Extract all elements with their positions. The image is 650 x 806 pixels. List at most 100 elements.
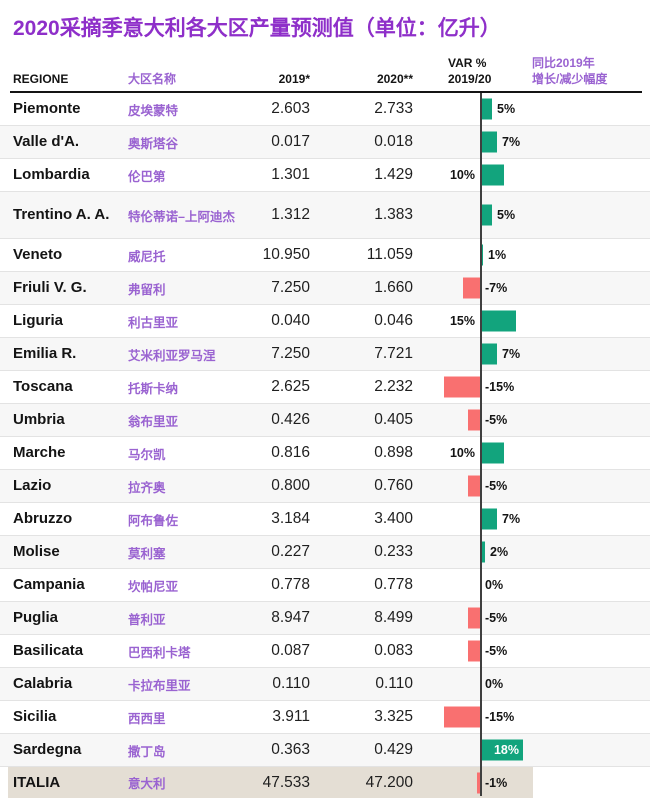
region-name-chinese: 艾米利亚罗马涅 <box>128 348 216 363</box>
region-name: Basilicata <box>13 642 84 660</box>
region-name-chinese: 奥斯塔谷 <box>128 136 179 151</box>
variation-bar-cell: 7% <box>413 338 650 370</box>
table-row: Emilia R. 艾米利亚罗马涅 7.250 7.721 7% <box>0 338 650 372</box>
variation-percent-label: -5% <box>485 479 508 494</box>
variation-percent-label: 5% <box>497 102 516 117</box>
value-2020: 1.429 <box>374 166 413 184</box>
table-row: Lazio 拉齐奥 0.800 0.760 -5% <box>0 470 650 504</box>
table-row: Abruzzo 阿布鲁佐 3.184 3.400 7% <box>0 503 650 537</box>
value-2019: 47.533 <box>262 773 310 791</box>
forecast-table-page: 2020采摘季意大利各大区产量预测值（单位：亿升） REGIONE 大区名称 2… <box>0 16 650 806</box>
table-row: Basilicata 巴西利卡塔 0.087 0.083 -5% <box>0 635 650 669</box>
variation-bar <box>480 204 492 226</box>
region-name: Emilia R. <box>13 345 77 363</box>
variation-bar-cell: 10% <box>413 159 650 191</box>
region-name: Umbria <box>13 411 65 429</box>
region-name: Calabria <box>13 675 73 693</box>
value-2019: 0.778 <box>271 576 310 594</box>
variation-bar-cell: 5% <box>413 93 650 125</box>
region-name: Liguria <box>13 312 64 330</box>
value-2019: 0.087 <box>271 642 310 660</box>
variation-bar-cell: -5% <box>413 470 650 502</box>
variation-bar <box>480 98 492 120</box>
col-header-var-pct: VAR % 2019/20 <box>448 56 491 87</box>
variation-bar <box>444 376 480 398</box>
table-row: Calabria 卡拉布里亚 0.110 0.110 0% <box>0 668 650 702</box>
page-title: 2020采摘季意大利各大区产量预测值（单位：亿升） <box>13 17 501 40</box>
value-2019: 7.250 <box>271 279 310 297</box>
region-name-chinese: 莫利塞 <box>128 546 166 561</box>
table-row: Sardegna 撒丁岛 0.363 0.429 18% <box>0 734 650 768</box>
variation-bar <box>477 772 480 794</box>
value-2019: 0.227 <box>271 543 310 561</box>
value-2020: 0.083 <box>374 642 413 660</box>
variation-bar <box>468 409 480 431</box>
value-2019: 0.426 <box>271 411 310 429</box>
table-rows: Piemonte 皮埃蒙特 2.603 2.733 5% Valle d'A. … <box>0 93 650 799</box>
variation-percent-label: -5% <box>485 611 508 626</box>
table-row: Marche 马尔凯 0.816 0.898 10% <box>0 437 650 471</box>
region-name: Lazio <box>13 477 52 495</box>
variation-bar <box>463 277 480 299</box>
region-name-chinese: 皮埃蒙特 <box>128 103 179 118</box>
bar-header-line2: 增长/减少幅度 <box>532 71 608 86</box>
variation-percent-label: 0% <box>485 578 504 593</box>
variation-bar <box>480 310 516 332</box>
value-2019: 0.040 <box>271 312 310 330</box>
table-row: Piemonte 皮埃蒙特 2.603 2.733 5% <box>0 93 650 127</box>
variation-bar-cell: 7% <box>413 503 650 535</box>
value-2019: 3.184 <box>271 510 310 528</box>
region-name-chinese: 威尼托 <box>128 249 166 264</box>
region-name: Lombardia <box>13 166 90 184</box>
region-name-chinese: 坎帕尼亚 <box>128 579 179 594</box>
value-2020: 0.898 <box>374 444 413 462</box>
variation-bar-cell: 2% <box>413 536 650 568</box>
value-2019: 0.017 <box>271 133 310 151</box>
variation-percent-label: -5% <box>485 644 508 659</box>
variation-bar <box>480 442 504 464</box>
var-header-line2: 2019/20 <box>448 71 492 86</box>
variation-bar-cell: -7% <box>413 272 650 304</box>
region-name-chinese: 拉齐奥 <box>128 480 166 495</box>
value-2020: 11.059 <box>366 246 413 264</box>
region-name: Valle d'A. <box>13 133 80 151</box>
variation-bar <box>480 508 497 530</box>
region-name: Molise <box>13 543 60 561</box>
table-row: Molise 莫利塞 0.227 0.233 2% <box>0 536 650 570</box>
region-name-chinese: 翁布里亚 <box>128 414 179 429</box>
col-header-2020: 2020** <box>376 71 413 86</box>
value-2020: 8.499 <box>374 609 413 627</box>
region-name-chinese: 利古里亚 <box>128 315 179 330</box>
table-row: Umbria 翁布里亚 0.426 0.405 -5% <box>0 404 650 438</box>
variation-percent-label: 18% <box>493 743 519 758</box>
variation-bar-cell: 0% <box>413 569 650 601</box>
table-row: Friuli V. G. 弗留利 7.250 1.660 -7% <box>0 272 650 306</box>
value-2020: 0.760 <box>374 477 413 495</box>
value-2020: 0.110 <box>375 675 413 693</box>
value-2020: 0.778 <box>374 576 413 594</box>
value-2019: 0.363 <box>271 741 310 759</box>
value-2020: 47.200 <box>365 773 413 791</box>
region-name-chinese: 西西里 <box>128 711 166 726</box>
var-header-line1: VAR % <box>448 56 487 71</box>
region-name: Puglia <box>13 609 59 627</box>
variation-percent-label: 7% <box>502 347 521 362</box>
table-row: Liguria 利古里亚 0.040 0.046 15% <box>0 305 650 339</box>
variation-bar-cell: -15% <box>413 371 650 403</box>
variation-percent-label: 10% <box>449 446 475 461</box>
variation-percent-label: 15% <box>449 314 475 329</box>
table-header: REGIONE 大区名称 2019* 2020** VAR % 2019/20 … <box>10 49 642 94</box>
variation-percent-label: 2% <box>490 545 509 560</box>
value-2019: 2.625 <box>271 378 310 396</box>
table-row: Lombardia 伦巴第 1.301 1.429 10% <box>0 159 650 193</box>
variation-bar <box>480 739 523 761</box>
region-name-chinese: 马尔凯 <box>128 447 166 462</box>
region-name: Sicilia <box>13 708 57 726</box>
region-name: Sardegna <box>13 741 82 759</box>
region-name-chinese: 意大利 <box>128 777 166 792</box>
value-2020: 0.405 <box>374 411 413 429</box>
variation-bar <box>480 131 497 153</box>
variation-bar <box>468 640 480 662</box>
value-2019: 0.800 <box>271 477 310 495</box>
value-2020: 0.233 <box>374 543 413 561</box>
